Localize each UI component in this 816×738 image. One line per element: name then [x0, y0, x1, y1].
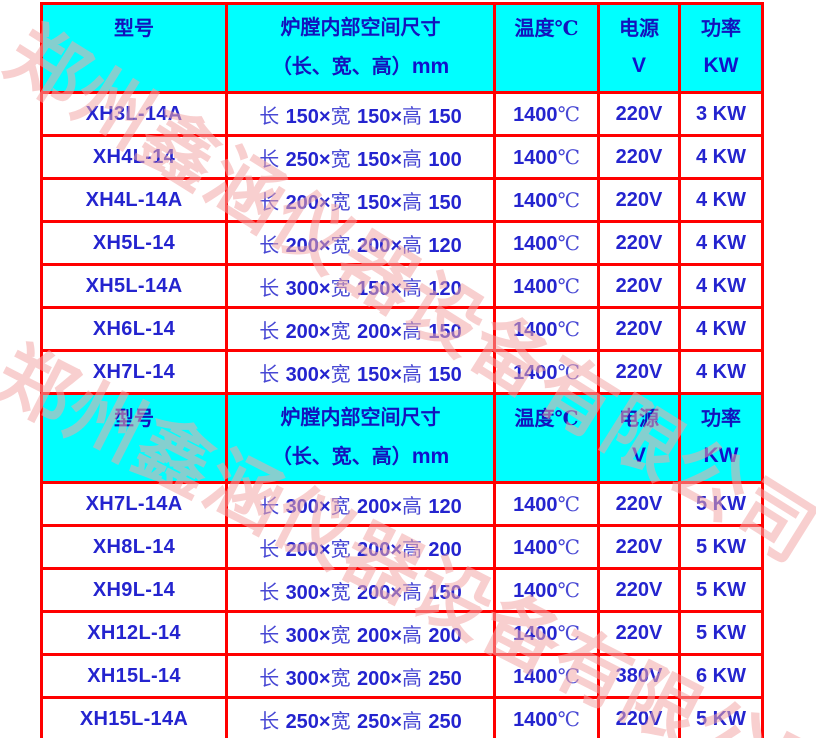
cell-power: 5 KW — [678, 610, 764, 656]
furnace-spec-table: 型号 炉膛内部空间尺寸 （长、宽、高）mm 温度℃ 电源 V 功率 KW XH3L-14A 长 1… — [40, 2, 764, 738]
table-row: XH15L-14 长 300×宽 200×高 250 1400℃ 380V 6 KW — [40, 653, 764, 699]
table-row: XH5L-14A 长 300×宽 150×高 120 1400℃ 220V 4 KW — [40, 263, 764, 309]
table-row: XH8L-14 长 200×宽 200×高 200 1400℃ 220V 5 KW — [40, 524, 764, 570]
cell-model: XH6L-14 — [40, 306, 228, 352]
header-row: 型号 炉膛内部空间尺寸 （长、宽、高）mm 温度℃ 电源 V 功率 KW — [40, 392, 764, 484]
cell-chamber-dims: 长 300×宽 150×高 150 — [225, 349, 496, 395]
cell-temperature: 1400℃ — [493, 567, 600, 613]
cell-voltage: 220V — [597, 696, 681, 738]
cell-power: 6 KW — [678, 653, 764, 699]
cell-voltage: 220V — [597, 220, 681, 266]
header-power-source: 电源 V — [597, 2, 681, 94]
cell-temperature: 1400℃ — [493, 177, 600, 223]
cell-temperature: 1400℃ — [493, 91, 600, 137]
cell-temperature: 1400℃ — [493, 349, 600, 395]
cell-power: 5 KW — [678, 567, 764, 613]
header-chamber-dims: 炉膛内部空间尺寸 （长、宽、高）mm — [225, 392, 496, 484]
cell-chamber-dims: 长 150×宽 150×高 150 — [225, 91, 496, 137]
cell-temperature: 1400℃ — [493, 306, 600, 352]
cell-temperature: 1400℃ — [493, 220, 600, 266]
header-model: 型号 — [40, 392, 228, 484]
cell-chamber-dims: 长 250×宽 250×高 250 — [225, 696, 496, 738]
header-model: 型号 — [40, 2, 228, 94]
cell-chamber-dims: 长 300×宽 200×高 200 — [225, 610, 496, 656]
cell-model: XH15L-14 — [40, 653, 228, 699]
table-row: XH4L-14 长 250×宽 150×高 100 1400℃ 220V 4 KW — [40, 134, 764, 180]
cell-power: 4 KW — [678, 306, 764, 352]
cell-chamber-dims: 长 200×宽 200×高 200 — [225, 524, 496, 570]
cell-voltage: 220V — [597, 524, 681, 570]
cell-model: XH4L-14A — [40, 177, 228, 223]
cell-temperature: 1400℃ — [493, 481, 600, 527]
cell-power: 5 KW — [678, 696, 764, 738]
cell-chamber-dims: 长 300×宽 200×高 120 — [225, 481, 496, 527]
cell-voltage: 220V — [597, 610, 681, 656]
cell-model: XH9L-14 — [40, 567, 228, 613]
cell-chamber-dims: 长 200×宽 200×高 150 — [225, 306, 496, 352]
table-row: XH12L-14 长 300×宽 200×高 200 1400℃ 220V 5 KW — [40, 610, 764, 656]
header-temperature: 温度℃ — [493, 392, 600, 484]
table-row: XH6L-14 长 200×宽 200×高 150 1400℃ 220V 4 KW — [40, 306, 764, 352]
cell-power: 4 KW — [678, 220, 764, 266]
cell-chamber-dims: 长 200×宽 150×高 150 — [225, 177, 496, 223]
cell-chamber-dims: 长 300×宽 150×高 120 — [225, 263, 496, 309]
cell-chamber-dims: 长 250×宽 150×高 100 — [225, 134, 496, 180]
cell-power: 5 KW — [678, 524, 764, 570]
cell-temperature: 1400℃ — [493, 610, 600, 656]
header-power-rating: 功率 KW — [678, 2, 764, 94]
table-row: XH9L-14 长 300×宽 200×高 150 1400℃ 220V 5 KW — [40, 567, 764, 613]
table-row: XH5L-14 长 200×宽 200×高 120 1400℃ 220V 4 KW — [40, 220, 764, 266]
cell-model: XH12L-14 — [40, 610, 228, 656]
cell-power: 5 KW — [678, 481, 764, 527]
cell-model: XH7L-14 — [40, 349, 228, 395]
cell-power: 4 KW — [678, 349, 764, 395]
table-row: XH3L-14A 长 150×宽 150×高 150 1400℃ 220V 3 KW — [40, 91, 764, 137]
cell-voltage: 220V — [597, 91, 681, 137]
cell-voltage: 220V — [597, 134, 681, 180]
cell-voltage: 220V — [597, 481, 681, 527]
table-row: XH7L-14 长 300×宽 150×高 150 1400℃ 220V 4 KW — [40, 349, 764, 395]
cell-model: XH4L-14 — [40, 134, 228, 180]
cell-temperature: 1400℃ — [493, 134, 600, 180]
cell-chamber-dims: 长 300×宽 200×高 150 — [225, 567, 496, 613]
header-temperature: 温度℃ — [493, 2, 600, 94]
header-power-source: 电源 V — [597, 392, 681, 484]
cell-voltage: 220V — [597, 263, 681, 309]
cell-power: 4 KW — [678, 263, 764, 309]
cell-model: XH5L-14A — [40, 263, 228, 309]
header-power-rating: 功率 KW — [678, 392, 764, 484]
table-row: XH7L-14A 长 300×宽 200×高 120 1400℃ 220V 5 KW — [40, 481, 764, 527]
cell-voltage: 220V — [597, 349, 681, 395]
header-row: 型号 炉膛内部空间尺寸 （长、宽、高）mm 温度℃ 电源 V 功率 KW — [40, 2, 764, 94]
cell-voltage: 380V — [597, 653, 681, 699]
cell-temperature: 1400℃ — [493, 524, 600, 570]
cell-temperature: 1400℃ — [493, 653, 600, 699]
table-row: XH4L-14A 长 200×宽 150×高 150 1400℃ 220V 4 KW — [40, 177, 764, 223]
cell-voltage: 220V — [597, 177, 681, 223]
cell-power: 3 KW — [678, 91, 764, 137]
cell-power: 4 KW — [678, 177, 764, 223]
cell-model: XH7L-14A — [40, 481, 228, 527]
header-chamber-dims: 炉膛内部空间尺寸 （长、宽、高）mm — [225, 2, 496, 94]
cell-temperature: 1400℃ — [493, 263, 600, 309]
table-row: XH15L-14A 长 250×宽 250×高 250 1400℃ 220V 5 KW — [40, 696, 764, 738]
cell-voltage: 220V — [597, 306, 681, 352]
cell-chamber-dims: 长 300×宽 200×高 250 — [225, 653, 496, 699]
cell-voltage: 220V — [597, 567, 681, 613]
cell-model: XH15L-14A — [40, 696, 228, 738]
cell-model: XH8L-14 — [40, 524, 228, 570]
cell-model: XH5L-14 — [40, 220, 228, 266]
cell-model: XH3L-14A — [40, 91, 228, 137]
cell-power: 4 KW — [678, 134, 764, 180]
cell-chamber-dims: 长 200×宽 200×高 120 — [225, 220, 496, 266]
cell-temperature: 1400℃ — [493, 696, 600, 738]
